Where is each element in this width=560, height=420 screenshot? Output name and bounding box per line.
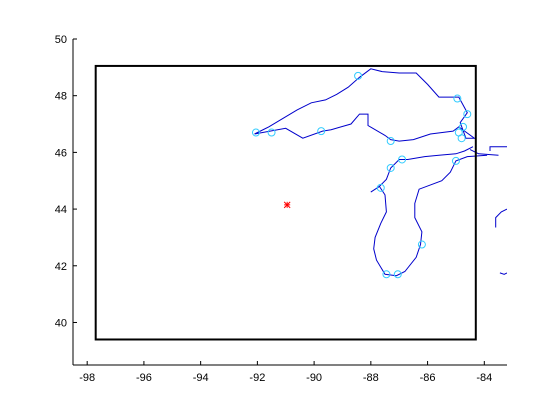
y-tick-label: 50 [55,34,67,46]
center-marker [283,201,291,209]
x-tick-label: -90 [306,372,322,384]
coastline-segment [489,146,507,151]
x-tick-label: -92 [249,372,265,384]
y-tick-label: 46 [55,147,67,159]
station-marker [453,94,462,103]
station-marker [451,156,460,165]
station-marker [398,155,407,164]
y-tick-label: 40 [55,317,67,329]
x-tick-label: -96 [136,372,152,384]
station-marker [459,122,468,131]
station-marker [267,128,276,137]
x-axis-ticks: -98 -96 -94 -92 -90 -88 -86 -84 [79,361,492,384]
x-tick-label: -94 [193,372,209,384]
y-tick-label: 42 [55,261,67,273]
y-tick-label: 44 [55,204,67,216]
coastline-segment [469,149,499,156]
coastline-segment [254,68,476,142]
station-marker [317,127,326,136]
x-tick-label: -88 [363,372,379,384]
station-marker [354,71,363,80]
x-tick-label: -86 [420,372,436,384]
station-marker [463,110,472,119]
y-tick-label: 48 [55,91,67,103]
bounding-box [94,64,477,341]
station-marker [386,137,395,146]
station-marker [386,163,395,172]
coastlines [254,68,507,277]
station-marker [376,183,385,192]
station-markers [251,71,472,279]
y-axis-ticks: 40 42 44 46 48 50 [55,34,77,329]
center-point [283,201,291,209]
x-tick-label: -98 [79,372,95,384]
coastline-segment [495,208,507,228]
coastline-segment [370,146,488,277]
station-marker [417,240,426,249]
coastline-segment [499,272,507,275]
x-tick-label: -84 [476,372,492,384]
station-marker [382,270,391,279]
station-marker [251,128,260,137]
station-marker [393,270,402,279]
station-marker [457,134,466,143]
